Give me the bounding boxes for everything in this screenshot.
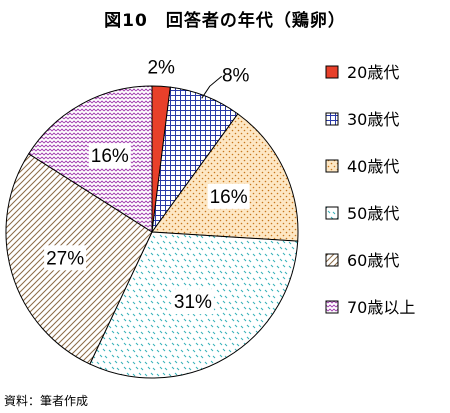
legend-swatch-20歳代 — [325, 65, 339, 79]
slice-label-bg — [207, 183, 250, 209]
legend-label-40歳代: 40歳代 — [347, 157, 399, 176]
slice-label-60歳代: 27% — [46, 248, 84, 269]
legend-label-50歳代: 50歳代 — [347, 204, 399, 223]
slice-label-bg — [44, 245, 87, 271]
legend-swatch-50歳代 — [325, 206, 339, 220]
slice-label-40歳代: 16% — [210, 187, 248, 208]
slice-label-50歳代: 31% — [174, 292, 212, 313]
slice-label-bg — [171, 289, 214, 315]
pie-slice-40歳代 — [151, 113, 299, 242]
slice-label-70歳以上: 16% — [91, 146, 129, 167]
legend-label-30歳代: 30歳代 — [347, 110, 399, 129]
legend-swatch-70歳以上 — [325, 300, 339, 314]
legend-swatch-60歳代 — [325, 253, 339, 267]
slice-label-bg — [88, 143, 131, 169]
slice-label-20歳代: 2% — [147, 57, 175, 78]
source-note: 資料：筆者作成 — [4, 394, 89, 408]
chart-title: 図10 回答者の年代（鶏卵） — [104, 11, 346, 31]
legend-label-20歳代: 20歳代 — [347, 63, 399, 82]
slice-label-30歳代: 8% — [222, 65, 250, 86]
legend-label-70歳以上: 70歳以上 — [347, 298, 415, 317]
legend-label-60歳代: 60歳代 — [347, 251, 399, 270]
legend-swatch-40歳代 — [325, 159, 339, 173]
leader-line-30歳代 — [201, 75, 223, 99]
legend-swatch-30歳代 — [325, 112, 339, 126]
